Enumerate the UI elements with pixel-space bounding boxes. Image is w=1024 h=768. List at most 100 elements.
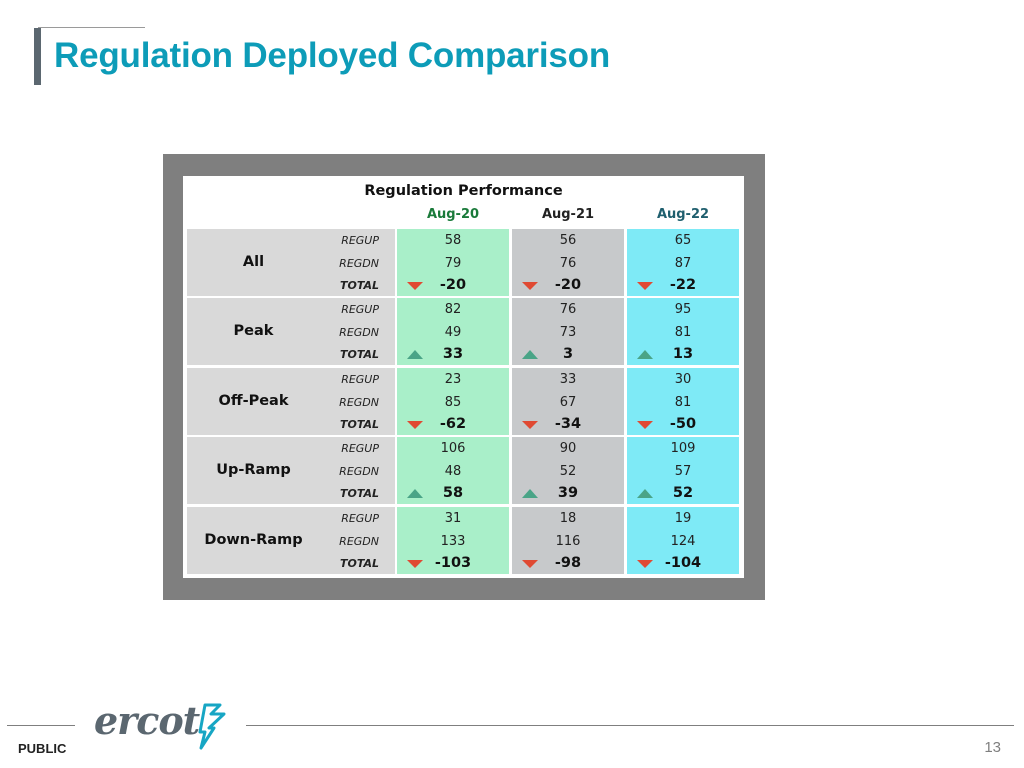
data-cell: 95 81 13	[627, 298, 739, 365]
group-label-cell: All REGUP REGDN TOTAL	[187, 229, 395, 296]
data-value: 79	[444, 256, 462, 271]
group-label-cell: Peak REGUP REGDN TOTAL	[187, 298, 395, 365]
triangle-down-icon	[522, 421, 538, 429]
data-value: 39	[557, 485, 579, 501]
data-value: 133	[440, 534, 466, 549]
classification-label: PUBLIC	[18, 741, 67, 756]
group-label-cell: Off-Peak REGUP REGDN TOTAL	[187, 368, 395, 435]
data-value: 58	[444, 233, 462, 248]
table-group: Peak REGUP REGDN TOTAL 82 49 33 76 73 3 95 81 13	[187, 298, 743, 365]
sub-row-label: REGDN	[339, 257, 379, 270]
group-label: All	[242, 254, 265, 270]
sub-row-label: REGUP	[341, 234, 379, 247]
ercot-logo: ercot	[94, 698, 200, 743]
data-value: -104	[664, 555, 702, 571]
group-label: Up-Ramp	[216, 462, 291, 478]
data-value: 23	[444, 372, 462, 387]
triangle-down-icon	[407, 282, 423, 290]
group-label-cell: Down-Ramp REGUP REGDN TOTAL	[187, 507, 395, 574]
page-number: 13	[984, 739, 1001, 756]
data-value: -20	[554, 277, 582, 293]
data-value: 56	[559, 233, 577, 248]
group-label: Off-Peak	[218, 393, 289, 409]
triangle-down-icon	[522, 560, 538, 568]
data-value: 65	[674, 233, 692, 248]
data-cell: 19 124 -104	[627, 507, 739, 574]
table-title: Regulation Performance	[364, 183, 563, 199]
sub-row-label: REGUP	[341, 512, 379, 525]
data-value: 33	[559, 372, 577, 387]
data-value: 52	[672, 485, 694, 501]
data-value: 81	[674, 325, 692, 340]
data-value: 13	[672, 346, 694, 362]
data-value: 106	[440, 441, 466, 456]
sub-row-label: REGDN	[339, 326, 379, 339]
data-cell: 31 133 -103	[397, 507, 509, 574]
sub-row-label: TOTAL	[339, 418, 379, 431]
data-value: 87	[674, 256, 692, 271]
group-label: Down-Ramp	[204, 532, 303, 548]
group-label-cell: Up-Ramp REGUP REGDN TOTAL	[187, 437, 395, 504]
data-cell: 30 81 -50	[627, 368, 739, 435]
sub-row-label: TOTAL	[339, 487, 379, 500]
data-value: 85	[444, 395, 462, 410]
data-value: 48	[444, 464, 462, 479]
sub-row-label: REGUP	[341, 303, 379, 316]
data-cell: 109 57 52	[627, 437, 739, 504]
sub-row-label: REGDN	[339, 465, 379, 478]
table-group: Down-Ramp REGUP REGDN TOTAL 31 133 -103 18 116 -9…	[187, 507, 743, 574]
data-value: -20	[439, 277, 467, 293]
data-value: 116	[555, 534, 581, 549]
triangle-down-icon	[407, 421, 423, 429]
data-value: -50	[669, 416, 697, 432]
data-cell: 82 49 33	[397, 298, 509, 365]
data-value: 58	[442, 485, 464, 501]
data-value: 81	[674, 395, 692, 410]
data-cell: 106 48 58	[397, 437, 509, 504]
table-group: Off-Peak REGUP REGDN TOTAL 23 85 -62 33 67 -34 30 8…	[187, 368, 743, 435]
data-value: 109	[670, 441, 696, 456]
data-value: 18	[559, 511, 577, 526]
data-cell: 33 67 -34	[512, 368, 624, 435]
title-accent-bar	[34, 28, 41, 85]
footer-rule-left	[7, 725, 75, 726]
data-cell: 56 76 -20	[512, 229, 624, 296]
data-value: 76	[559, 256, 577, 271]
table-group: Up-Ramp REGUP REGDN TOTAL 106 48 58 90 52 39 109 57…	[187, 437, 743, 504]
data-value: 3	[562, 346, 574, 362]
sub-row-label: TOTAL	[339, 279, 379, 292]
triangle-down-icon	[522, 282, 538, 290]
triangle-up-icon	[637, 489, 653, 498]
data-value: -98	[554, 555, 582, 571]
group-label: Peak	[233, 323, 274, 339]
data-value: -62	[439, 416, 467, 432]
data-cell: 65 87 -22	[627, 229, 739, 296]
data-value: 82	[444, 302, 462, 317]
data-value: 73	[559, 325, 577, 340]
data-cell: 90 52 39	[512, 437, 624, 504]
sub-row-label: REGDN	[339, 535, 379, 548]
data-value: -103	[434, 555, 472, 571]
data-cell: 76 73 3	[512, 298, 624, 365]
triangle-down-icon	[637, 560, 653, 568]
table-group: All REGUP REGDN TOTAL 58 79 -20 56 76 -20 65 87 -22	[187, 229, 743, 296]
data-value: 95	[674, 302, 692, 317]
triangle-up-icon	[522, 489, 538, 498]
data-value: 30	[674, 372, 692, 387]
sub-row-label: REGUP	[341, 373, 379, 386]
footer-rule-right	[246, 725, 1014, 726]
triangle-up-icon	[637, 350, 653, 359]
triangle-down-icon	[637, 282, 653, 290]
title-top-rule	[38, 27, 145, 28]
data-value: 90	[559, 441, 577, 456]
data-value: -22	[669, 277, 697, 293]
data-value: 19	[674, 511, 692, 526]
data-value: 52	[559, 464, 577, 479]
data-value: 33	[442, 346, 464, 362]
data-cell: 58 79 -20	[397, 229, 509, 296]
slide-title: Regulation Deployed Comparison	[54, 36, 610, 75]
triangle-up-icon	[407, 350, 423, 359]
triangle-down-icon	[407, 560, 423, 568]
triangle-up-icon	[522, 350, 538, 359]
data-value: 31	[444, 511, 462, 526]
